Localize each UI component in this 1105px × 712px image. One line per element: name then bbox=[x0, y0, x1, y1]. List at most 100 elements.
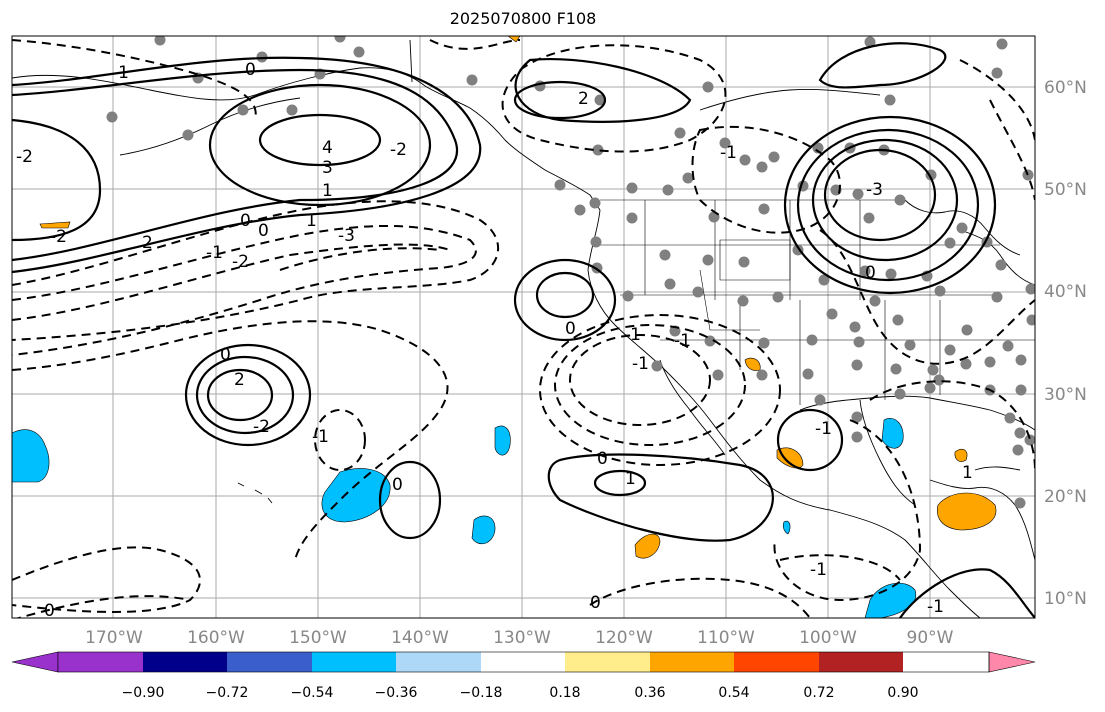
station-dot bbox=[590, 236, 602, 248]
positive-contours bbox=[12, 42, 1035, 618]
station-dot bbox=[812, 142, 824, 154]
colorbar-tick-label: 0.18 bbox=[549, 685, 580, 701]
lat-label: 30°N bbox=[1044, 385, 1087, 405]
colorbar-tick-labels: −0.90 −0.72 −0.54 −0.36 −0.18 0.18 0.36 … bbox=[122, 685, 919, 701]
station-dot bbox=[892, 314, 904, 326]
station-dot bbox=[927, 364, 939, 376]
positive-anomaly-patch bbox=[634, 533, 661, 559]
lon-label: 110°W bbox=[697, 628, 755, 648]
contour-label: -2 bbox=[232, 252, 249, 272]
positive-anomaly-patch bbox=[507, 36, 521, 43]
negative-contours bbox=[12, 39, 1035, 618]
contour-label: 0 bbox=[597, 449, 608, 469]
contour-label: 0 bbox=[44, 601, 55, 621]
station-dot bbox=[106, 111, 118, 123]
contour-label: -2 bbox=[16, 147, 33, 167]
contour-label: -3 bbox=[338, 226, 355, 246]
station-dot bbox=[756, 369, 768, 381]
station-dot bbox=[851, 359, 863, 371]
contour-label: -2 bbox=[50, 227, 67, 247]
station-dot bbox=[719, 137, 731, 149]
colorbar-swatch bbox=[481, 652, 565, 672]
station-dot bbox=[894, 194, 906, 206]
colorbar-swatch bbox=[227, 652, 312, 672]
station-dot bbox=[738, 256, 750, 268]
map-frame bbox=[11, 35, 1036, 619]
station-dot bbox=[991, 291, 1003, 303]
colorbar-swatch bbox=[58, 652, 143, 672]
lat-label: 10°N bbox=[1044, 589, 1087, 609]
colorbar-swatch bbox=[650, 652, 734, 672]
station-dot bbox=[849, 321, 861, 333]
contour-label: -1 bbox=[206, 243, 223, 263]
station-dot bbox=[961, 324, 973, 336]
negative-anomaly-patch bbox=[881, 418, 904, 449]
negative-anomaly-patch bbox=[321, 468, 391, 523]
lon-label: 170°W bbox=[85, 628, 143, 648]
station-dot bbox=[1004, 412, 1016, 424]
colorbar-swatch bbox=[312, 652, 396, 672]
lon-label: 90°W bbox=[907, 628, 954, 648]
station-dot bbox=[852, 188, 864, 200]
contour-label: 1 bbox=[306, 211, 317, 231]
station-dot bbox=[256, 51, 268, 63]
contour-label: 1 bbox=[322, 181, 333, 201]
station-dot bbox=[768, 151, 780, 163]
contour-label: 0 bbox=[392, 475, 403, 495]
colorbar-tick-label: 0.54 bbox=[718, 685, 749, 701]
station-dot bbox=[802, 368, 814, 380]
colorbar-extend-min bbox=[11, 651, 59, 673]
station-dot bbox=[182, 129, 194, 141]
contour-label: -2 bbox=[253, 417, 270, 437]
coastlines bbox=[12, 39, 1035, 618]
contour-label: 2 bbox=[142, 233, 153, 253]
colorbar-extend-max bbox=[988, 651, 1036, 673]
station-dot bbox=[864, 36, 876, 48]
station-dot bbox=[826, 308, 838, 320]
latitude-labels: 60°N 50°N 40°N 30°N 20°N 10°N bbox=[1044, 78, 1087, 609]
station-dot bbox=[682, 172, 694, 184]
station-dot bbox=[944, 237, 956, 249]
station-dot bbox=[944, 344, 956, 356]
station-dot bbox=[995, 259, 1007, 271]
contour-label: -3 bbox=[866, 180, 883, 200]
station-dot bbox=[1022, 169, 1034, 181]
station-dot bbox=[851, 411, 863, 423]
station-dot bbox=[1014, 427, 1026, 439]
contour-label: -1 bbox=[720, 143, 737, 163]
negative-anomaly-patch bbox=[864, 582, 917, 618]
colorbar-swatch bbox=[819, 652, 903, 672]
station-dot bbox=[1024, 434, 1035, 446]
station-dot bbox=[890, 363, 902, 375]
station-dot bbox=[1026, 314, 1035, 326]
station-dot bbox=[659, 249, 671, 261]
station-dot bbox=[626, 182, 638, 194]
colorbar-swatch bbox=[143, 652, 227, 672]
contour-label: 3 bbox=[322, 158, 333, 178]
colorbar-tick-label: −0.54 bbox=[291, 685, 334, 701]
colorbar-tick-label: −0.90 bbox=[122, 685, 165, 701]
station-dot bbox=[818, 274, 830, 286]
station-dot bbox=[859, 265, 871, 277]
contour-label: 0 bbox=[565, 319, 576, 339]
contour-label: 0 bbox=[865, 263, 876, 283]
station-dot bbox=[806, 334, 818, 346]
contour-label: 1 bbox=[962, 463, 973, 483]
shading-layer bbox=[12, 36, 997, 618]
contour-label: -1 bbox=[674, 331, 691, 351]
station-dot bbox=[574, 204, 586, 216]
colorbar-tick-label: 0.72 bbox=[803, 685, 834, 701]
station-dot bbox=[592, 144, 604, 156]
station-dot bbox=[622, 290, 634, 302]
station-dot bbox=[466, 74, 478, 86]
contour-label: -1 bbox=[632, 354, 649, 374]
lon-label: 150°W bbox=[289, 628, 347, 648]
contour-label: -1 bbox=[312, 427, 329, 447]
station-dot bbox=[863, 212, 875, 224]
contour-label: 1 bbox=[625, 469, 636, 489]
station-dot bbox=[702, 254, 714, 266]
station-dot bbox=[934, 285, 946, 297]
positive-anomaly-patch bbox=[937, 492, 997, 531]
contour-labels: -1 0 2 -2 4 3 -2 -1 0 -3 2 1 -1 -2 0 1 0… bbox=[16, 60, 973, 621]
station-dot bbox=[756, 161, 768, 173]
